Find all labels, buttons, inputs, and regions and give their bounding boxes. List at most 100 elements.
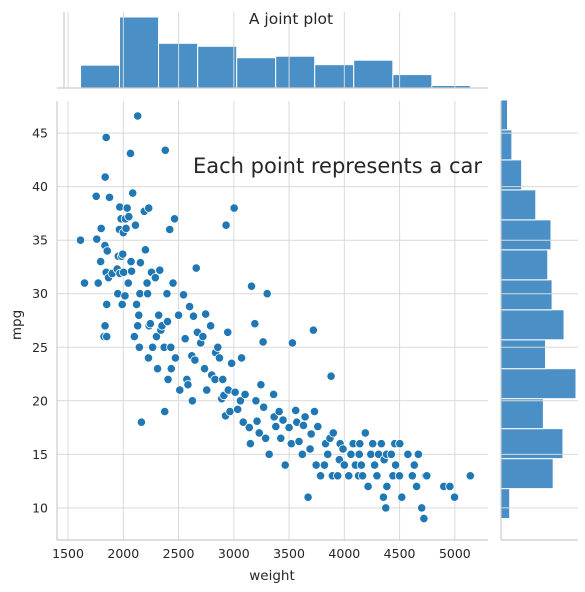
scatter-point bbox=[315, 471, 326, 481]
scatter-point bbox=[187, 396, 197, 406]
scatter-point bbox=[381, 503, 391, 513]
scatter-point bbox=[144, 203, 154, 213]
scatter-point bbox=[465, 471, 475, 481]
scatter-point bbox=[419, 513, 429, 524]
top-hist-bar bbox=[353, 59, 394, 89]
scatter-point bbox=[300, 412, 310, 422]
scatter-point bbox=[261, 433, 271, 443]
scatter-point bbox=[173, 310, 184, 320]
scatter-point bbox=[372, 471, 382, 481]
x-tick-labels: 1500 2000 2500 3000 3500 4000 4500 5000 bbox=[52, 546, 471, 561]
scatter-point bbox=[199, 364, 210, 374]
scatter-point bbox=[413, 449, 423, 459]
scatter-point bbox=[131, 299, 142, 310]
scatter-point bbox=[254, 428, 264, 438]
scatter-point bbox=[245, 439, 255, 449]
scatter-point bbox=[394, 471, 405, 481]
scatter-point bbox=[155, 265, 165, 275]
right-hist-bar bbox=[500, 339, 547, 370]
scatter-point bbox=[75, 235, 86, 245]
scatter-point bbox=[409, 460, 419, 470]
scatter-point bbox=[403, 449, 413, 459]
scatter-point bbox=[102, 331, 112, 342]
y-tick-label: 35 bbox=[32, 233, 48, 248]
scatter-point bbox=[227, 358, 237, 368]
scatter-point bbox=[326, 371, 336, 381]
scatter-point bbox=[223, 327, 233, 337]
scatter-point bbox=[126, 266, 137, 276]
scatter-point bbox=[150, 273, 160, 283]
scatter-point bbox=[221, 220, 231, 230]
scatter-point bbox=[175, 385, 185, 395]
scatter-point bbox=[370, 460, 380, 470]
y-tick-label: 15 bbox=[32, 447, 48, 462]
scatter-point bbox=[262, 289, 272, 299]
scatter-point bbox=[104, 192, 115, 202]
scatter-point bbox=[417, 503, 427, 513]
axes-spines bbox=[56, 12, 578, 541]
scatter-point bbox=[143, 353, 154, 363]
scatter-point bbox=[128, 188, 138, 198]
scatter-point bbox=[395, 439, 405, 449]
scatter-point bbox=[166, 364, 176, 374]
scatter-point bbox=[125, 148, 136, 159]
scatter-point bbox=[126, 257, 136, 267]
scatter-point bbox=[218, 374, 228, 384]
top-hist-bar bbox=[197, 45, 238, 89]
scatter-point bbox=[328, 428, 338, 438]
scatter-point bbox=[134, 342, 144, 352]
scatter-point bbox=[397, 492, 407, 502]
right-hist-bar bbox=[500, 249, 549, 281]
scatter-point bbox=[178, 290, 189, 300]
top-hist-bar bbox=[119, 16, 160, 89]
scatter-point bbox=[154, 310, 164, 320]
scatter-point bbox=[236, 353, 247, 363]
scatter-point bbox=[147, 342, 158, 352]
top-hist-bar bbox=[236, 57, 277, 89]
scatter-point bbox=[246, 281, 257, 291]
scatter-point bbox=[294, 436, 304, 447]
scatter-point bbox=[298, 420, 309, 431]
y-tick-label: 40 bbox=[32, 179, 48, 194]
x-tick-label: 4500 bbox=[384, 546, 416, 561]
scatter-point bbox=[274, 406, 284, 417]
right-hist-bar bbox=[500, 129, 513, 161]
scatter-point bbox=[117, 299, 127, 310]
scatter-point bbox=[188, 311, 199, 321]
chart-title: A joint plot bbox=[249, 10, 333, 28]
scatter-point bbox=[252, 416, 262, 426]
scatter-point bbox=[170, 353, 181, 363]
scatter-point bbox=[305, 444, 315, 454]
scatter-point bbox=[366, 449, 376, 459]
scatter-point bbox=[142, 278, 152, 288]
scatter-point bbox=[357, 471, 368, 481]
top-hist-bar bbox=[80, 64, 121, 89]
scatter-point bbox=[122, 203, 132, 213]
right-hist-bar bbox=[500, 368, 577, 400]
scatter-point bbox=[407, 471, 417, 481]
scatter-point bbox=[124, 212, 134, 222]
scatter-point bbox=[214, 353, 225, 363]
scatter-point bbox=[79, 278, 90, 288]
scatter-point bbox=[376, 439, 386, 449]
scatter-point bbox=[100, 172, 110, 182]
right-hist-bar bbox=[500, 159, 523, 191]
scatter-point bbox=[291, 405, 301, 416]
scatter-point bbox=[238, 417, 248, 427]
y-tick-label: 10 bbox=[32, 500, 48, 515]
right-hist-bar bbox=[500, 99, 509, 131]
scatter-point bbox=[121, 223, 131, 234]
scatter-point bbox=[339, 460, 349, 470]
scatter-point bbox=[297, 449, 307, 459]
right-hist-bar bbox=[500, 309, 565, 341]
scatter-point bbox=[354, 449, 364, 459]
scatter-point bbox=[229, 203, 239, 213]
scatter-point bbox=[145, 319, 155, 329]
scatter-point bbox=[206, 321, 216, 331]
scatter-point bbox=[368, 439, 378, 449]
scatter-point bbox=[180, 334, 190, 344]
scatter-point bbox=[313, 421, 323, 432]
x-tick-label: 5000 bbox=[439, 546, 471, 561]
scatter-point bbox=[309, 406, 320, 417]
scatter-point bbox=[133, 321, 143, 331]
